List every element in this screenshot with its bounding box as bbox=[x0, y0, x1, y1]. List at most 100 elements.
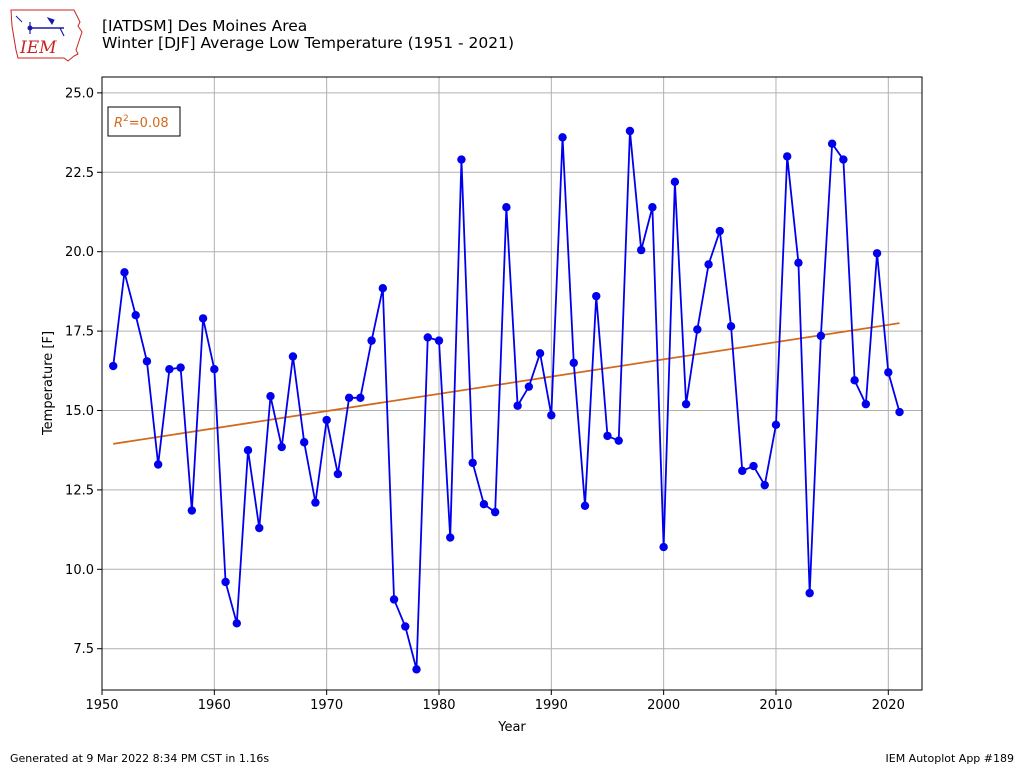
data-point bbox=[266, 392, 275, 401]
r2-annotation-box: R2=0.08 bbox=[107, 106, 181, 137]
data-point bbox=[243, 445, 253, 455]
data-point bbox=[109, 361, 118, 371]
data-point bbox=[895, 407, 904, 417]
data-point bbox=[693, 325, 702, 334]
r2-box bbox=[107, 106, 181, 137]
data-point bbox=[153, 460, 163, 469]
data-point bbox=[378, 284, 388, 293]
data-point bbox=[187, 506, 197, 515]
y-axis-label: Temperature [F] bbox=[41, 331, 56, 436]
data-point bbox=[580, 501, 590, 510]
r2-annotation: R2=0.08 bbox=[114, 114, 169, 131]
data-point bbox=[434, 336, 444, 345]
data-point bbox=[783, 152, 792, 161]
data-point bbox=[592, 291, 601, 301]
data-point bbox=[311, 498, 320, 507]
x-tick-label: 2010 bbox=[759, 698, 792, 713]
data-point bbox=[221, 577, 230, 587]
data-point bbox=[468, 458, 477, 468]
data-point bbox=[513, 401, 522, 410]
data-point bbox=[412, 665, 421, 674]
x-tick-label: 1980 bbox=[422, 698, 455, 713]
x-tick-label: 1960 bbox=[198, 698, 231, 713]
series-layer bbox=[109, 126, 904, 674]
y-tick-label: 12.5 bbox=[65, 483, 94, 498]
data-point bbox=[816, 331, 826, 341]
series-line bbox=[112, 130, 901, 670]
trend-layer bbox=[113, 322, 900, 445]
data-point bbox=[277, 442, 286, 452]
data-point bbox=[502, 203, 511, 212]
data-point bbox=[738, 466, 747, 476]
chart-title: Winter [DJF] Average Low Temperature (19… bbox=[102, 34, 515, 52]
data-point bbox=[771, 420, 781, 429]
logo-text: IEM bbox=[19, 38, 57, 58]
data-point bbox=[142, 357, 152, 366]
data-point bbox=[760, 480, 769, 490]
data-point bbox=[210, 365, 219, 374]
y-tick-label: 7.5 bbox=[73, 642, 94, 657]
y-tick-label: 22.5 bbox=[65, 166, 94, 181]
data-point bbox=[131, 311, 140, 320]
data-point bbox=[603, 431, 612, 441]
x-tick-label: 1990 bbox=[535, 698, 568, 713]
data-point bbox=[299, 438, 309, 447]
data-point bbox=[636, 245, 646, 255]
r2-superscript: 2 bbox=[123, 114, 129, 124]
data-point bbox=[524, 382, 534, 391]
y-tick-label: 25.0 bbox=[65, 86, 94, 101]
plot-frame bbox=[101, 76, 923, 691]
data-point bbox=[165, 365, 174, 374]
tick-layer: 1950 1960 1970 1980 1990 2000 2010 2020 7.5 10.0 1… bbox=[65, 86, 905, 713]
data-point bbox=[839, 155, 848, 164]
data-point bbox=[322, 415, 331, 425]
trend-line bbox=[113, 322, 900, 445]
data-point bbox=[715, 226, 725, 236]
footer-app-id: IEM Autoplot App #189 bbox=[885, 752, 1015, 765]
iem-logo: IEM bbox=[10, 9, 83, 62]
data-point bbox=[423, 333, 432, 342]
data-point bbox=[288, 352, 298, 361]
data-point bbox=[535, 349, 545, 358]
x-tick-label: 2000 bbox=[647, 698, 680, 713]
data-point bbox=[872, 249, 882, 258]
chart-title-station: [IATDSM] Des Moines Area bbox=[102, 17, 308, 35]
data-point bbox=[614, 436, 623, 445]
data-point bbox=[198, 314, 208, 323]
data-point bbox=[401, 622, 410, 631]
data-point bbox=[120, 268, 129, 277]
data-point bbox=[827, 139, 837, 148]
data-point bbox=[726, 322, 736, 331]
data-point bbox=[659, 542, 668, 552]
y-tick-label: 20.0 bbox=[65, 245, 94, 260]
x-tick-label: 1970 bbox=[310, 698, 343, 713]
data-point bbox=[805, 588, 814, 598]
x-tick-label: 1950 bbox=[85, 698, 118, 713]
footer-generated: Generated at 9 Mar 2022 8:34 PM CST in 1… bbox=[10, 752, 270, 765]
data-point bbox=[547, 411, 556, 420]
data-point bbox=[255, 523, 264, 533]
iowa-outline-shape bbox=[10, 9, 83, 62]
data-point bbox=[670, 177, 680, 187]
chart-title-block: [IATDSM] Des Moines Area Winter [DJF] Av… bbox=[102, 18, 514, 52]
data-point bbox=[389, 595, 399, 604]
data-point bbox=[648, 203, 657, 212]
data-point bbox=[794, 258, 803, 268]
data-point bbox=[569, 358, 578, 368]
data-point bbox=[625, 126, 635, 136]
x-axis-label: Year bbox=[497, 720, 526, 735]
data-point bbox=[176, 363, 185, 372]
data-point bbox=[861, 399, 871, 409]
data-point bbox=[446, 533, 455, 542]
data-point bbox=[490, 507, 500, 517]
data-point bbox=[333, 469, 343, 479]
data-point bbox=[232, 619, 241, 628]
data-point bbox=[681, 399, 691, 409]
data-point bbox=[884, 368, 893, 377]
y-tick-label: 10.0 bbox=[65, 563, 94, 578]
weather-station-icon bbox=[15, 15, 65, 37]
data-point bbox=[749, 461, 758, 471]
data-point bbox=[850, 376, 859, 385]
data-point bbox=[479, 499, 489, 509]
